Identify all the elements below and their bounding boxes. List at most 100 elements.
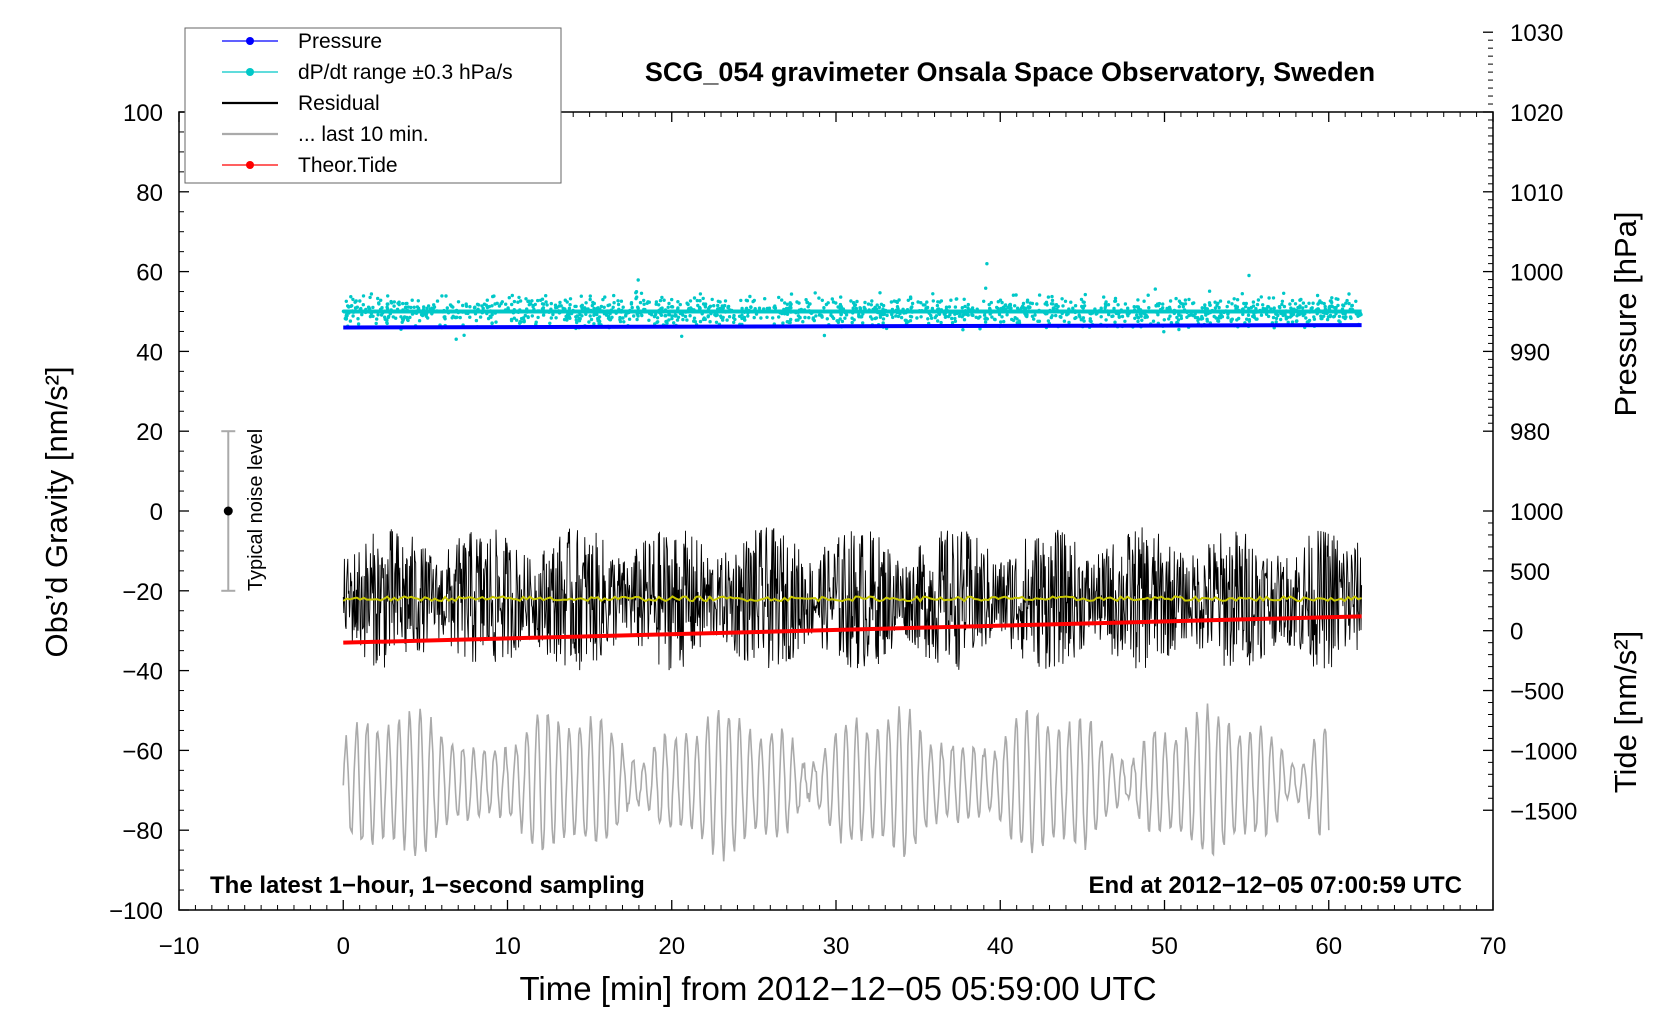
dpdt-point	[772, 305, 776, 310]
x-tick-label: 40	[987, 933, 1014, 960]
dpdt-point	[811, 317, 815, 321]
x-tick-label: 50	[1151, 933, 1178, 960]
dpdt-point	[348, 319, 353, 323]
dpdt-point	[440, 294, 444, 298]
dpdt-point	[771, 316, 775, 320]
dpdt-point	[982, 299, 986, 303]
dpdt-point	[517, 295, 521, 300]
dpdt-point	[825, 317, 829, 321]
dpdt-point	[1256, 298, 1261, 302]
dpdt-point	[985, 262, 989, 266]
dpdt-point	[748, 294, 752, 299]
dpdt-point	[443, 315, 447, 319]
dpdt-point	[1213, 306, 1218, 310]
dpdt-point	[759, 316, 763, 320]
dpdt-point	[611, 305, 615, 309]
dpdt-point	[895, 300, 899, 305]
noise-bar-center	[223, 506, 233, 516]
dpdt-point	[698, 299, 702, 303]
dpdt-point	[1157, 301, 1162, 306]
dpdt-point	[462, 333, 466, 337]
dpdt-point	[896, 314, 901, 319]
dpdt-point	[660, 295, 664, 300]
dpdt-point	[1266, 305, 1271, 309]
dpdt-point	[1183, 298, 1188, 302]
dpdt-point	[1334, 306, 1338, 311]
dpdt-point	[622, 320, 626, 324]
dpdt-point	[820, 314, 824, 318]
dpdt-point	[345, 313, 349, 318]
dpdt-point	[678, 302, 682, 307]
dpdt-point	[721, 315, 725, 320]
dpdt-point	[366, 305, 371, 309]
dpdt-point	[663, 314, 667, 318]
dpdt-point	[350, 304, 354, 308]
dpdt-point	[708, 320, 712, 324]
legend-box	[184, 27, 562, 184]
dpdt-point	[849, 299, 853, 303]
dpdt-point	[1077, 313, 1081, 317]
dpdt-point	[426, 304, 431, 308]
dpdt-point	[929, 313, 933, 318]
dpdt-point	[749, 305, 753, 309]
dpdt-point	[935, 303, 940, 308]
dpdt-point	[692, 296, 697, 300]
dpdt-point	[524, 297, 528, 301]
dpdt-point	[1251, 300, 1256, 304]
dpdt-point	[1099, 306, 1103, 310]
dpdt-point	[424, 314, 428, 318]
dpdt-point	[391, 315, 395, 319]
dpdt-point	[1267, 296, 1271, 300]
dpdt-point	[612, 293, 616, 298]
dpdt-point	[1307, 301, 1311, 305]
dpdt-point	[777, 295, 781, 300]
dpdt-point	[636, 278, 640, 282]
dpdt-point	[1217, 305, 1221, 310]
dpdt-point	[475, 302, 480, 306]
dpdt-point	[929, 316, 934, 320]
dpdt-point	[491, 294, 495, 299]
dpdt-point	[634, 290, 639, 294]
dpdt-point	[612, 301, 616, 305]
dpdt-point	[558, 300, 562, 305]
dpdt-point	[765, 306, 769, 311]
dpdt-point	[1241, 312, 1245, 317]
dpdt-point	[933, 315, 937, 320]
dpdt-point	[870, 317, 874, 321]
dpdt-point	[1259, 295, 1264, 299]
dpdt-point	[676, 306, 680, 310]
dpdt-point	[634, 296, 638, 301]
dpdt-point	[717, 306, 722, 311]
dpdt-point	[743, 318, 747, 322]
dpdt-point	[1177, 327, 1181, 332]
dpdt-point	[360, 312, 364, 317]
dpdt-point	[789, 317, 793, 322]
dpdt-point	[456, 300, 461, 304]
dpdt-point	[1235, 318, 1239, 322]
dpdt-point	[834, 301, 838, 305]
dpdt-point	[1050, 294, 1054, 299]
dpdt-point	[1079, 297, 1084, 302]
last-10-min-line	[342, 703, 1330, 862]
dpdt-point	[904, 318, 908, 323]
x-tick-label: −10	[159, 933, 200, 960]
dpdt-point	[718, 300, 722, 304]
dpdt-point	[1251, 304, 1256, 308]
dpdt-point	[512, 299, 517, 304]
dpdt-point	[629, 301, 634, 305]
dpdt-point	[592, 313, 596, 317]
dpdt-point	[667, 318, 671, 322]
dpdt-point	[1112, 306, 1116, 311]
dpdt-point	[1282, 304, 1287, 309]
dpdt-point	[777, 315, 781, 319]
dpdt-point	[1280, 299, 1285, 303]
y-left-tick-label: −100	[109, 898, 163, 925]
dpdt-point	[603, 295, 607, 299]
dpdt-point	[1347, 301, 1351, 306]
pressure-tick-label: 1010	[1510, 180, 1563, 207]
dpdt-point	[347, 305, 351, 309]
dpdt-point	[399, 315, 403, 319]
dpdt-point	[712, 304, 716, 308]
dpdt-point	[565, 313, 570, 317]
dpdt-point	[670, 316, 674, 321]
